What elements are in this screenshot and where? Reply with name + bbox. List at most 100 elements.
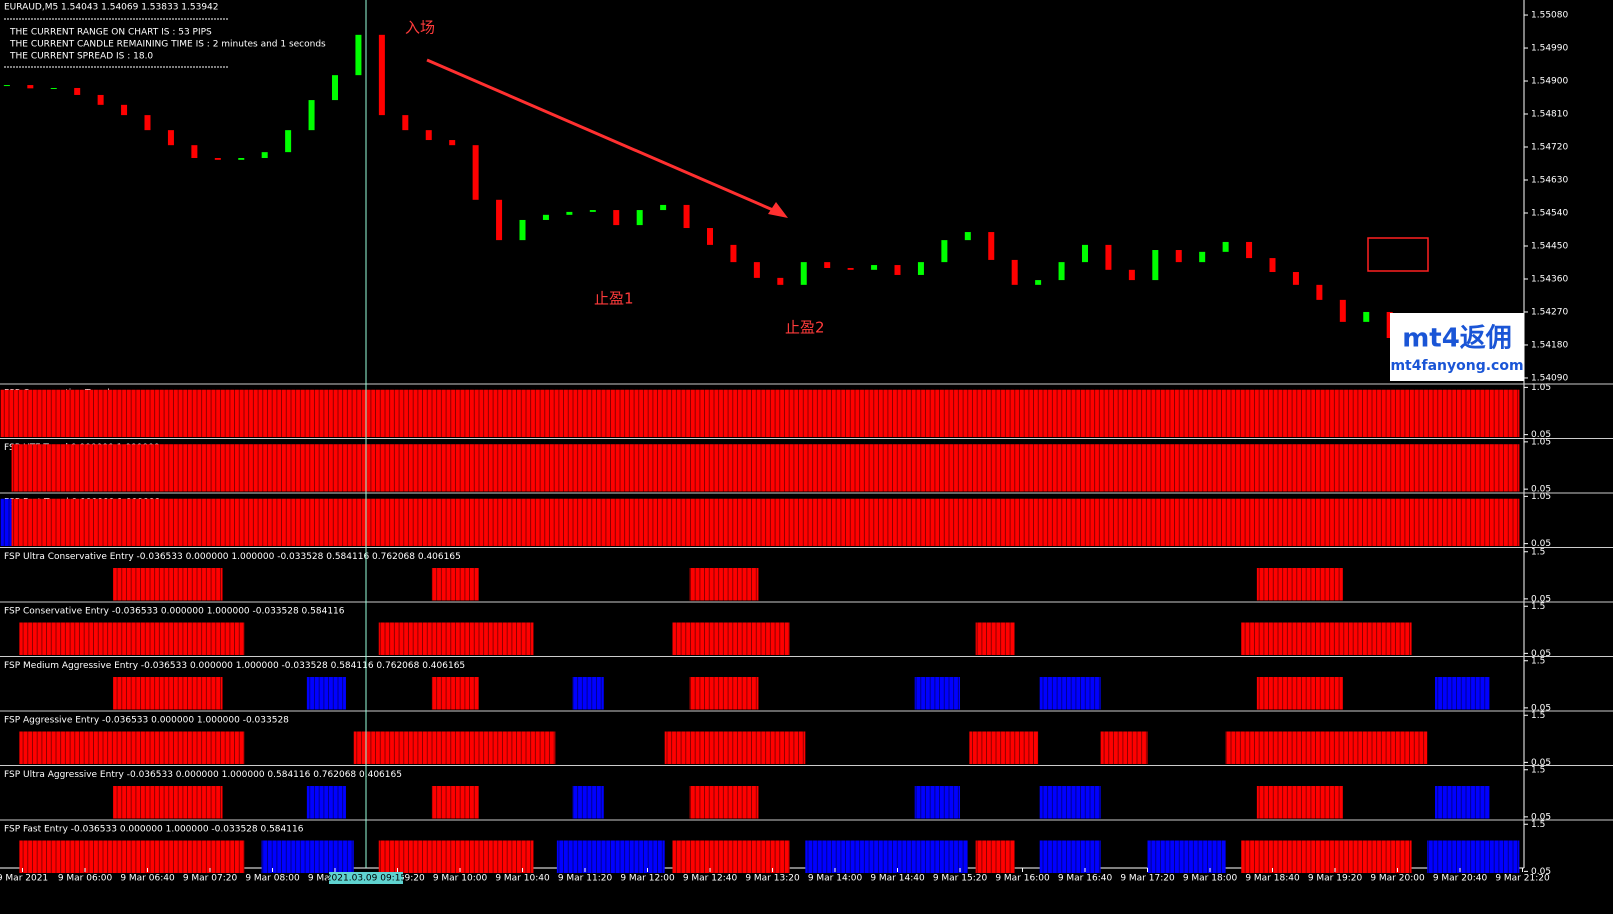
candle: [988, 232, 995, 260]
y-tick-label: 1.54180: [1531, 340, 1568, 350]
candle: [214, 158, 221, 160]
x-tick-label: 9 Mar 10:40: [495, 874, 550, 884]
signal-bar: [19, 840, 245, 873]
candle: [964, 232, 971, 241]
x-tick-label: 9 Mar 11:20: [558, 874, 613, 884]
y-tick-label: 1.54360: [1531, 274, 1568, 284]
candle: [308, 100, 315, 131]
tp2-label: 止盈2: [785, 319, 825, 337]
signal-bar: [572, 786, 604, 819]
candle: [1011, 259, 1018, 285]
x-tick-label: 9 Mar 21:20: [1495, 874, 1550, 884]
info-range: THE CURRENT RANGE ON CHART IS : 53 PIPS: [9, 28, 212, 38]
signal-bar: [1039, 840, 1101, 873]
signal-bar: [1435, 786, 1490, 819]
entry-label: 入场: [405, 19, 435, 37]
signal-bar: [113, 786, 223, 819]
y-tick-label: 1.54810: [1531, 110, 1568, 120]
candle: [753, 262, 760, 278]
signal-bar: [1256, 677, 1343, 710]
signal-bar: [1039, 677, 1101, 710]
y-tick-label: 1.5: [1531, 711, 1545, 721]
x-tick-label: 9 Mar 13:20: [745, 874, 800, 884]
y-tick-label: 1.54450: [1531, 241, 1568, 251]
candle: [1128, 269, 1135, 281]
signal-bar: [19, 622, 245, 655]
x-tick-label: 9 Mar 18:40: [1245, 874, 1300, 884]
signal-bar: [1435, 677, 1490, 710]
y-tick-label: 0.05: [1531, 812, 1551, 822]
x-tick-label: 9 Mar 06:40: [120, 874, 175, 884]
candle: [917, 262, 924, 275]
y-tick-label: 1.05: [1531, 492, 1551, 502]
candle: [50, 87, 57, 89]
signal-bar: [689, 786, 759, 819]
signal-bar: [431, 786, 479, 819]
candle: [871, 265, 878, 270]
signal-bar: [0, 498, 12, 546]
signal-bar: [1039, 786, 1101, 819]
candle: [542, 214, 549, 220]
candle: [472, 145, 479, 200]
signal-bar: [556, 840, 665, 873]
candle: [144, 115, 151, 131]
candle: [1246, 241, 1253, 259]
signal-bar: [378, 622, 534, 655]
candle: [191, 145, 198, 159]
y-tick-label: 0.05: [1531, 430, 1551, 440]
candle: [425, 130, 432, 141]
candle: [27, 85, 34, 89]
candle: [1363, 311, 1370, 322]
y-tick-label: 1.05: [1531, 437, 1551, 447]
candle: [660, 204, 667, 211]
signal-bar: [11, 444, 1520, 492]
x-tick-label: 9 Mar 08:00: [245, 874, 300, 884]
y-tick-label: 1.54720: [1531, 143, 1568, 153]
x-tick-label: 9 Mar 15:20: [933, 874, 988, 884]
candle: [777, 277, 784, 285]
y-tick-label: 1.54990: [1531, 44, 1568, 54]
candle: [1222, 241, 1229, 252]
y-tick-label: 1.5: [1531, 547, 1545, 557]
candles: [3, 34, 1393, 339]
candle: [707, 228, 713, 245]
candle: [121, 104, 128, 116]
x-tick-label: 9 Mar 14:00: [808, 874, 863, 884]
signal-bar: [1256, 568, 1343, 601]
signal-bar: [1100, 731, 1148, 764]
candle: [824, 262, 831, 268]
signal-bar: [805, 840, 968, 873]
y-tick-label: 1.54270: [1531, 307, 1568, 317]
candle: [1105, 244, 1112, 270]
candle: [566, 211, 573, 215]
signal-bar: [572, 677, 604, 710]
candle: [1082, 244, 1088, 263]
candle: [1175, 250, 1182, 263]
signal-bar: [11, 498, 1520, 546]
candle: [730, 244, 737, 263]
crosshair-label: 2021.03.09 09:15: [326, 874, 406, 884]
candle: [167, 130, 174, 146]
y-tick-label: 0.05: [1531, 649, 1551, 659]
candle: [402, 115, 409, 131]
candle: [1269, 258, 1276, 273]
candle: [636, 210, 643, 226]
signal-bar: [378, 840, 534, 873]
candle: [97, 94, 104, 105]
symbol-line: EURAUD,M5 1.54043 1.54069 1.53833 1.5394…: [4, 3, 219, 13]
candle: [332, 75, 338, 101]
y-tick-label: 1.54090: [1531, 373, 1568, 383]
signal-bar: [306, 786, 346, 819]
candle: [74, 87, 81, 95]
candle: [1316, 284, 1323, 300]
y-tick-label: 1.05: [1531, 383, 1551, 393]
signal-bar: [969, 731, 1039, 764]
x-tick-label: 9 Mar 06:00: [58, 874, 113, 884]
watermark-logo: mt4返佣: [1402, 324, 1512, 354]
crosshair-label-bg: [329, 872, 403, 884]
info-spread: THE CURRENT SPREAD IS : 18.0: [9, 52, 153, 62]
y-tick-label: 1.5: [1531, 602, 1545, 612]
y-tick-label: 0.05: [1531, 867, 1551, 877]
